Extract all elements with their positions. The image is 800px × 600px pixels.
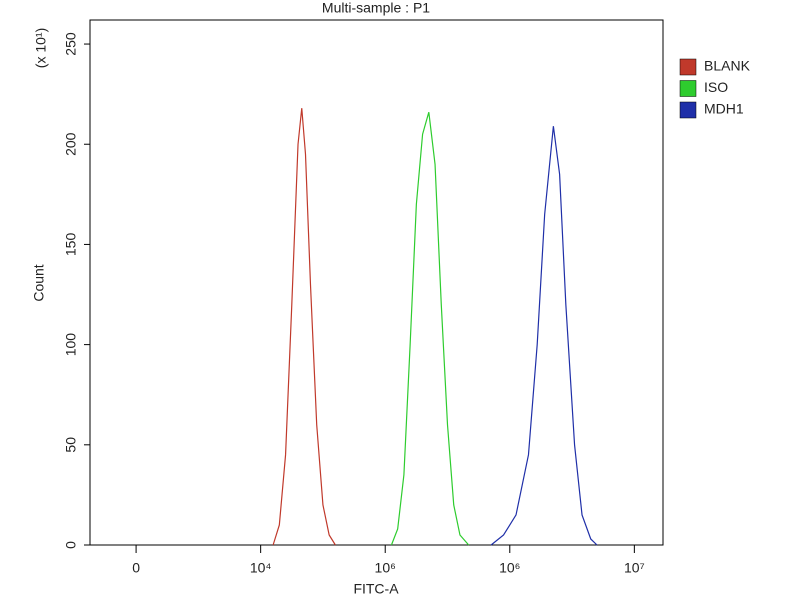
x-tick-label: 10⁶ [499,560,520,576]
y-tick-label: 200 [63,132,79,156]
y-tick-label: 0 [63,541,79,549]
legend-label: BLANK [704,58,751,74]
x-tick-label: 10⁶ [375,560,396,576]
y-tick-label: 150 [63,233,79,257]
x-tick-label: 10⁴ [250,560,272,576]
y-tick-label: 100 [63,333,79,357]
y-tick-label: 50 [63,437,79,453]
x-axis-label: FITC-A [353,581,399,597]
legend-swatch [679,101,697,119]
y-axis-multiplier: (x 10¹) [33,28,49,68]
plot-frame [89,19,664,546]
histogram-line [272,108,336,546]
legend-label: MDH1 [704,101,744,117]
y-axis-label: Count [31,264,47,301]
legend-label: ISO [704,79,728,95]
legend-swatch [679,58,697,76]
x-tick-label: 10⁷ [624,560,645,576]
histogram-line [390,112,470,546]
chart-title: Multi-sample : P1 [322,0,430,16]
y-tick-label: 250 [63,32,79,56]
legend-swatch [679,80,697,97]
histogram-line [490,126,598,546]
x-tick-label: 0 [132,560,140,576]
